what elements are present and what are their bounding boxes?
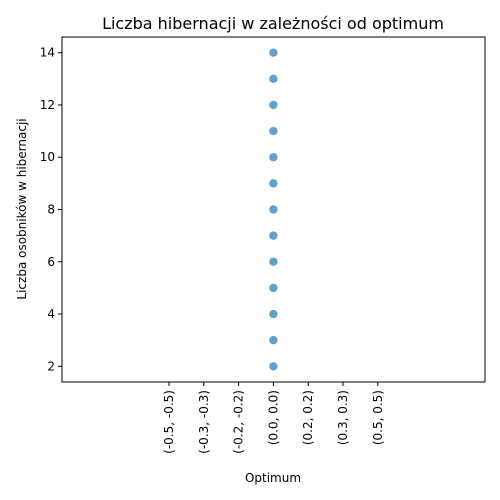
- x-tick-label: (-0.2, -0.2): [232, 390, 246, 454]
- x-tick-label: (0.2, 0.2): [301, 390, 315, 445]
- x-axis-title: Optimum: [245, 471, 301, 485]
- data-point: [269, 231, 278, 240]
- y-tick-label: 6: [47, 255, 55, 269]
- data-point: [269, 126, 278, 136]
- data-point: [269, 335, 278, 345]
- x-axis: (-0.5, -0.5) (-0.3, -0.3) (-0.2, -0.2) (0.0…: [162, 382, 385, 454]
- x-tick-label: (-0.3, -0.3): [197, 390, 211, 454]
- x-tick-label: (0.5, 0.5): [371, 390, 385, 445]
- data-point: [269, 48, 278, 57]
- x-tick-label: (0.3, 0.3): [336, 390, 350, 445]
- data-point: [269, 257, 278, 266]
- chart-title: Liczba hibernacji w zależności od optimu…: [102, 14, 444, 33]
- y-tick-label: 10: [40, 150, 55, 164]
- y-tick-label: 8: [47, 203, 55, 217]
- data-point: [269, 153, 278, 162]
- data-point: [269, 100, 278, 110]
- data-point: [269, 309, 278, 319]
- data-points: [269, 48, 278, 371]
- y-tick-label: 4: [47, 307, 55, 321]
- x-tick-label: (0.0, 0.0): [266, 390, 280, 445]
- data-point: [269, 179, 278, 188]
- data-point: [269, 74, 278, 84]
- y-axis: 2 4 6 8 10 12 14: [40, 46, 62, 373]
- y-axis-title: Liczba osobników w hibernacji: [15, 118, 29, 299]
- data-point: [269, 362, 278, 371]
- data-point: [269, 205, 278, 214]
- plot-area: 2 4 6 8 10 12 14 (-0.5, -0.5) (-0.3, -0.3) (-0.2…: [40, 36, 486, 454]
- x-tick-label: (-0.5, -0.5): [162, 390, 176, 454]
- data-point: [269, 283, 278, 293]
- y-tick-label: 12: [40, 98, 55, 112]
- y-tick-label: 14: [40, 46, 55, 60]
- y-tick-label: 2: [47, 359, 55, 373]
